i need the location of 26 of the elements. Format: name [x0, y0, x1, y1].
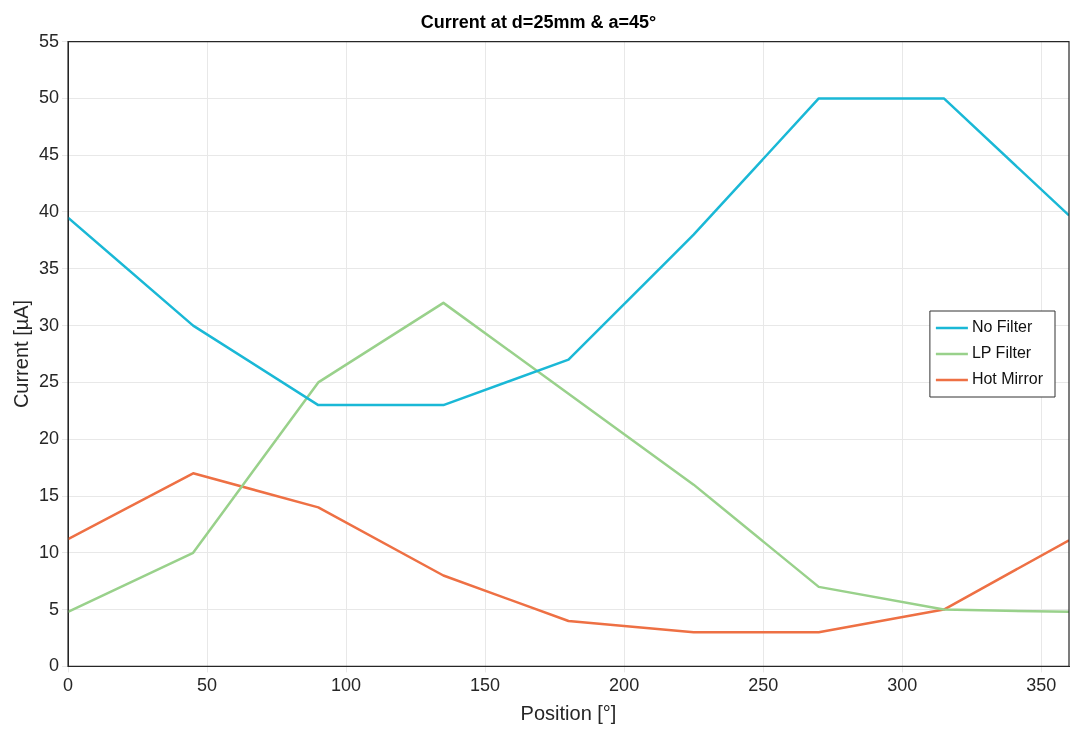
x-tick-label: 300	[887, 675, 918, 696]
legend-label: Hot Mirror	[971, 370, 1044, 388]
legend-label: No Filter	[971, 318, 1034, 336]
x-tick-label: 250	[748, 675, 779, 696]
y-tick-label: 40	[38, 200, 60, 221]
y-tick-label: 45	[38, 144, 60, 165]
y-axis-title: Current [µA]	[9, 299, 32, 409]
x-tick-label: 350	[1026, 675, 1057, 696]
y-tick-label: 50	[38, 87, 60, 108]
x-axis-title: Position [°]	[520, 701, 617, 724]
y-tick-label: 25	[38, 371, 60, 392]
y-tick-label: 5	[49, 598, 60, 619]
x-tick-label: 50	[197, 675, 218, 696]
y-tick-label: 20	[38, 428, 60, 449]
legend-label: LP Filter	[971, 344, 1032, 362]
chart-title: Current at d=25mm & a=45°	[420, 11, 657, 32]
x-tick-label: 150	[470, 675, 501, 696]
x-tick-label: 0	[63, 675, 74, 696]
y-tick-label: 0	[49, 655, 60, 676]
y-tick-label: 35	[38, 257, 60, 278]
x-tick-label: 100	[331, 675, 362, 696]
y-tick-label: 30	[38, 314, 60, 335]
x-tick-label: 200	[609, 675, 640, 696]
y-tick-label: 55	[38, 30, 60, 51]
y-tick-label: 15	[38, 484, 60, 505]
y-tick-label: 10	[38, 541, 60, 562]
